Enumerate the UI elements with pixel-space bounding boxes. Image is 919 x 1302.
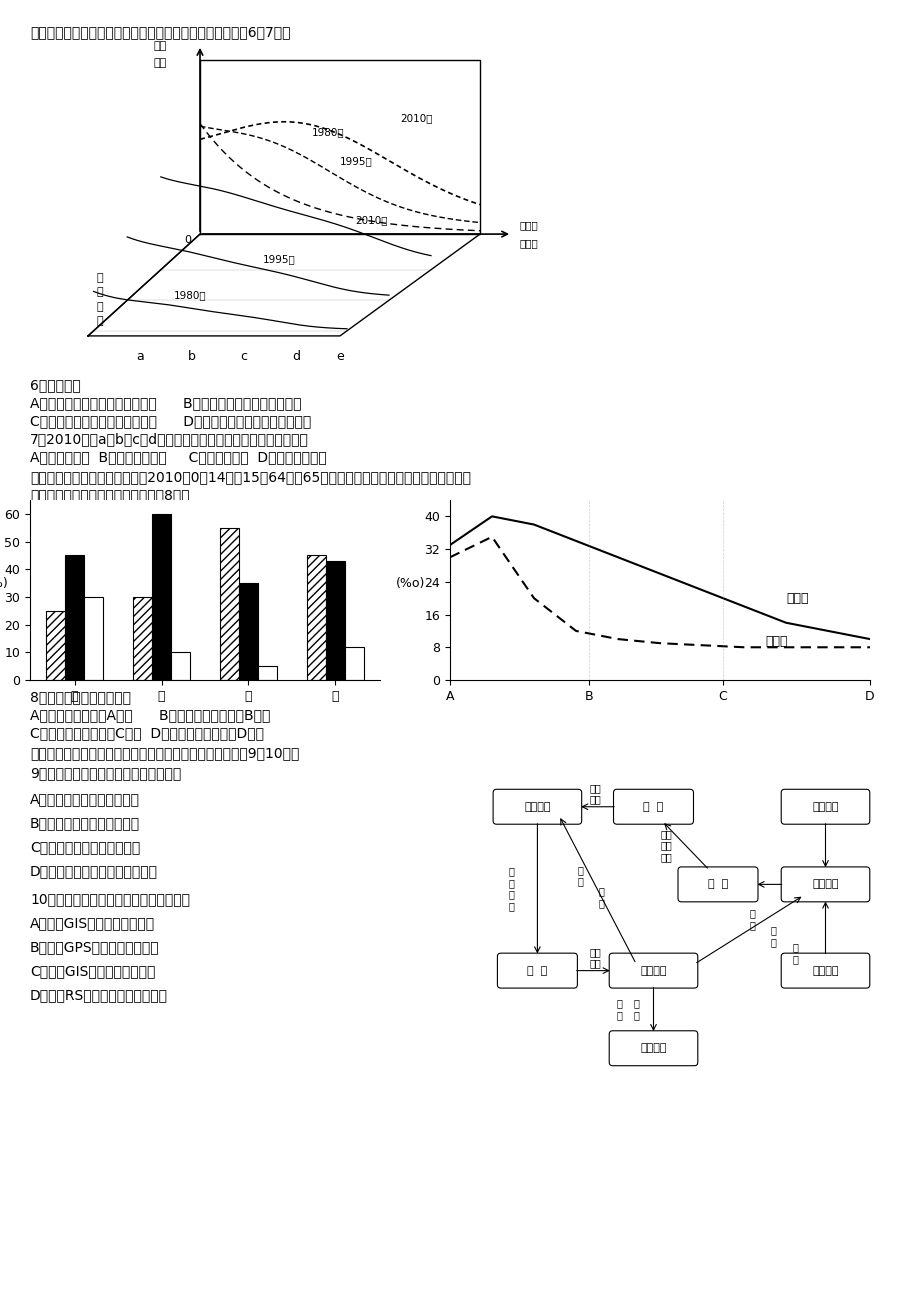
Text: 水: 水	[96, 302, 103, 311]
Text: 地: 地	[96, 272, 103, 283]
FancyBboxPatch shape	[497, 953, 577, 988]
Text: 公司总部: 公司总部	[640, 1043, 666, 1053]
Text: D．接近消费市场，便于就近配送: D．接近消费市场，便于就近配送	[30, 865, 158, 878]
Text: C．距市中心越远，人口密度越小      D．地租水平取决于离市中心远近: C．距市中心越远，人口密度越小 D．地租水平取决于离市中心远近	[30, 414, 311, 428]
Text: 租: 租	[96, 288, 103, 297]
Text: 死亡率: 死亡率	[765, 634, 787, 647]
Text: 供货
调货: 供货 调货	[589, 783, 601, 805]
FancyBboxPatch shape	[613, 789, 693, 824]
Text: 信
息: 信 息	[598, 887, 604, 907]
Text: 订
单: 订 单	[749, 907, 754, 930]
Text: b: b	[187, 350, 196, 363]
Text: 心距离: 心距离	[519, 238, 539, 247]
Text: C．丙国人口增长处于C阶段  D．丁国人口增长处手D阶段: C．丙国人口增长处于C阶段 D．丁国人口增长处手D阶段	[30, 727, 264, 740]
Text: A．运用GIS技术实现新品设计: A．运用GIS技术实现新品设计	[30, 917, 155, 930]
FancyBboxPatch shape	[780, 789, 868, 824]
Bar	[220, 527, 239, 680]
Text: 买  家: 买 家	[527, 966, 547, 975]
Text: 2010年: 2010年	[400, 113, 432, 122]
Text: 下图示意我国某城市地租水平与人口密度的变化，读图完成6～7题。: 下图示意我国某城市地租水平与人口密度的变化，读图完成6～7题。	[30, 25, 290, 39]
FancyBboxPatch shape	[493, 789, 581, 824]
Bar	[132, 596, 152, 680]
FancyBboxPatch shape	[780, 953, 868, 988]
Text: e: e	[335, 350, 344, 363]
FancyBboxPatch shape	[608, 1031, 697, 1066]
Text: D．运用RS技术了解客户订单信息: D．运用RS技术了解客户订单信息	[30, 988, 168, 1003]
FancyBboxPatch shape	[677, 867, 757, 902]
Text: 1980年: 1980年	[312, 128, 345, 137]
Text: 下边左图为甲、乙、丙、丁四国2010年0～14岁、15～64岁、65岁及以上三个年龄段的人口比例示意图，: 下边左图为甲、乙、丙、丁四国2010年0～14岁、15～64岁、65岁及以上三个…	[30, 470, 471, 484]
Y-axis label: (%): (%)	[0, 577, 8, 590]
Text: a: a	[136, 350, 143, 363]
Text: 成  品: 成 品	[707, 879, 727, 889]
Y-axis label: (%o): (%o)	[395, 577, 425, 590]
Text: 密度: 密度	[153, 59, 166, 68]
Text: 仓  储: 仓 储	[642, 802, 663, 811]
Text: 下图为某公司的电子产品生产、网上销售流程图。读图回答9～10题。: 下图为某公司的电子产品生产、网上销售流程图。读图回答9～10题。	[30, 746, 299, 760]
Text: A．人口密度越大，地租水平越高      B．地租水平有逐年提高的趋势: A．人口密度越大，地租水平越高 B．地租水平有逐年提高的趋势	[30, 396, 301, 410]
Text: 本地配件: 本地配件	[811, 966, 838, 975]
Text: 1995年: 1995年	[340, 156, 372, 167]
Text: 与市中: 与市中	[519, 220, 539, 230]
Text: A．环境质量好  B．社会知名度高     C．人口密度大  D．交通通达度高: A．环境质量好 B．社会知名度高 C．人口密度大 D．交通通达度高	[30, 450, 326, 464]
Text: 8．两图对应情况合理的是: 8．两图对应情况合理的是	[30, 690, 130, 704]
Text: 数
量: 数 量	[770, 926, 776, 947]
Bar	[239, 583, 257, 680]
Text: C．通过GIS技术设计配送路线: C．通过GIS技术设计配送路线	[30, 963, 155, 978]
Text: 右侧为人口增长模式图。读图完成第8题。: 右侧为人口增长模式图。读图完成第8题。	[30, 488, 189, 503]
FancyBboxPatch shape	[780, 867, 868, 902]
Bar	[306, 556, 325, 680]
Text: 1980年: 1980年	[174, 290, 207, 301]
Bar	[46, 611, 65, 680]
Text: 生产中心: 生产中心	[811, 879, 838, 889]
Bar	[84, 596, 103, 680]
Bar	[152, 514, 171, 680]
Text: 9．仓储基地选址北京等市的主要原因是: 9．仓储基地选址北京等市的主要原因是	[30, 766, 181, 780]
Bar	[65, 556, 84, 680]
Text: c: c	[240, 350, 247, 363]
Text: B．通过GPS技术追踪包裹位置: B．通过GPS技术追踪包裹位置	[30, 940, 160, 954]
Text: A．科技发达，便于研发新品: A．科技发达，便于研发新品	[30, 792, 140, 806]
Text: 10．地理信息技术在网络购物中的作用是: 10．地理信息技术在网络购物中的作用是	[30, 892, 190, 906]
Text: A．甲国人口增长处A阶段      B．乙国人口增长处于B阶段: A．甲国人口增长处A阶段 B．乙国人口增长处于B阶段	[30, 708, 270, 723]
Text: 物
流
配
送: 物 流 配 送	[508, 866, 514, 911]
Bar	[345, 647, 364, 680]
Legend: 0-14岁, 15-64岁, 65岁及以上: 0-14岁, 15-64岁, 65岁及以上	[489, 503, 566, 577]
Text: 0: 0	[185, 234, 191, 245]
Text: 设
计: 设 计	[791, 943, 798, 965]
Text: 6．该图显示: 6．该图显示	[30, 378, 81, 392]
Text: 公司网站: 公司网站	[640, 966, 666, 975]
Text: C．交通便捷，利于产品供应: C．交通便捷，利于产品供应	[30, 840, 140, 854]
Text: 订
单: 订 单	[577, 865, 583, 887]
Text: 出生率: 出生率	[785, 591, 808, 604]
Text: 1995年: 1995年	[263, 254, 295, 264]
Text: 2010年: 2010年	[355, 215, 387, 225]
Text: 人口: 人口	[153, 40, 166, 51]
Bar	[325, 561, 345, 680]
Text: 订单
付款: 订单 付款	[589, 947, 601, 969]
Bar	[257, 667, 277, 680]
Text: 外来配件: 外来配件	[811, 802, 838, 811]
Text: 平: 平	[96, 316, 103, 327]
Text: d: d	[291, 350, 300, 363]
Text: 监
管: 监 管	[632, 999, 639, 1021]
Text: 配送中心: 配送中心	[524, 802, 550, 811]
Bar	[171, 652, 190, 680]
Text: B．劳动力丰富，生产能力强: B．劳动力丰富，生产能力强	[30, 816, 140, 829]
Text: 反
馈: 反 馈	[616, 999, 621, 1021]
Text: 7．2010年，a、b、c、d四处的地租均高于其邻近地区，因为当地: 7．2010年，a、b、c、d四处的地租均高于其邻近地区，因为当地	[30, 432, 309, 447]
Text: 北京
上海
武汉: 北京 上海 武汉	[660, 829, 672, 862]
FancyBboxPatch shape	[608, 953, 697, 988]
